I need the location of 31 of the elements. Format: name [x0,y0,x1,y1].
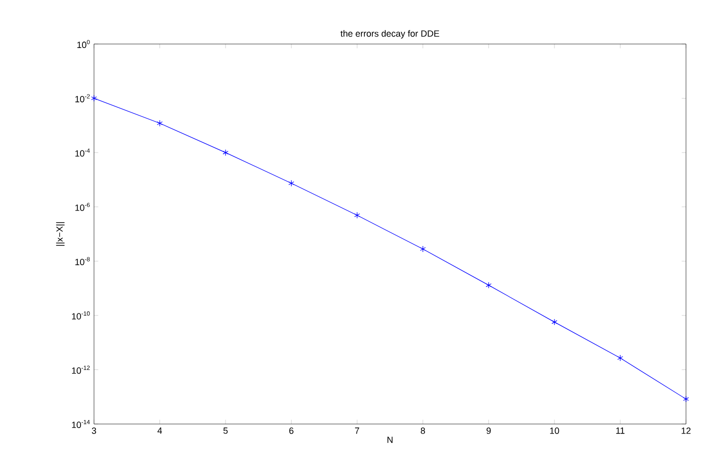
point [486,282,492,288]
x-tick-label: 12 [682,428,691,434]
x-tick-label: 7 [355,428,360,434]
y-tick-label: 10$^{-4}$ [75,148,90,157]
y-axis-title: ||x−X|| [56,222,65,246]
point [552,318,558,326]
point [91,94,97,102]
x-tick-label: 11 [616,428,624,434]
x-tick-label: 6 [289,428,294,434]
x-tick-label: 8 [420,428,425,434]
y-tick-label: 10$^{-12}$ [72,366,90,374]
point [156,120,163,127]
y-tick-label: 10$^{0}$ [77,40,90,48]
x-tick-label: 4 [157,428,162,434]
y-tick-label: 10$^{-14}$ [72,420,90,428]
point [354,212,360,219]
y-tick-label: 10$^{-2}$ [75,94,90,102]
chart-title: the errors decay for DDE [340,30,440,38]
x-tick-label: 3 [92,428,96,434]
x-tick-label: 10 [550,428,560,434]
y-tick-label: 10$^{-8}$ [75,257,90,266]
x-axis-title: N [387,436,393,443]
point [288,180,294,187]
x-tick-label: 9 [486,428,491,434]
y-tick-label: 10$^{-10}$ [72,311,90,320]
point [222,149,228,156]
point [617,354,624,362]
point [420,246,426,252]
y-tick-label: 10$^{-6}$ [75,202,90,211]
point [683,396,689,402]
x-tick-label: 5 [223,428,228,434]
